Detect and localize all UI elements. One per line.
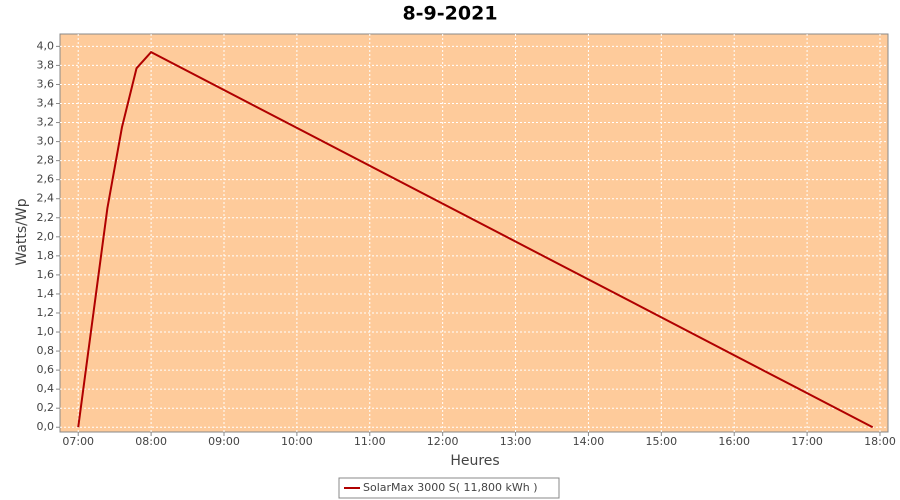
y-tick-label: 1,6 [37,268,55,281]
x-tick-label: 17:00 [791,435,823,448]
legend-box [338,477,560,499]
y-tick-label: 1,2 [37,306,55,319]
legend-label: SolarMax 3000 S( 11,800 kWh ) [363,481,538,494]
y-tick-label: 3,4 [37,97,55,110]
y-tick-label: 0,6 [37,363,55,376]
x-tick-label: 08:00 [135,435,167,448]
y-tick-label: 2,2 [37,211,55,224]
x-tick-label: 12:00 [427,435,459,448]
x-tick-label: 13:00 [500,435,532,448]
x-tick-label: 14:00 [573,435,605,448]
plot-area [59,33,889,433]
x-tick-label: 16:00 [718,435,750,448]
y-tick-label: 0,8 [37,344,55,357]
x-tick-label: 10:00 [281,435,313,448]
y-tick-label: 2,4 [37,192,55,205]
x-tick-label: 18:00 [864,435,896,448]
y-tick-label: 0,0 [37,420,55,433]
x-axis-label: Heures [450,453,499,469]
x-tick-label: 11:00 [354,435,386,448]
y-tick-label: 1,4 [37,287,55,300]
y-tick-label: 2,0 [37,230,55,243]
y-tick-label: 1,0 [37,325,55,338]
y-tick-label: 3,2 [37,116,55,129]
x-tick-label: 07:00 [62,435,94,448]
x-tick-label: 09:00 [208,435,240,448]
chart-title: 8-9-2021 [402,3,497,25]
y-tick-label: 0,4 [37,382,55,395]
y-tick-label: 0,2 [37,401,55,414]
y-axis-label: Watts/Wp [14,198,30,265]
y-tick-label: 3,8 [37,58,55,71]
y-tick-label: 1,8 [37,249,55,262]
series-line [77,50,874,429]
y-tick-label: 3,6 [37,77,55,90]
y-tick-label: 2,8 [37,154,55,167]
y-tick-label: 2,6 [37,173,55,186]
y-tick-label: 4,0 [37,39,55,52]
x-tick-label: 15:00 [645,435,677,448]
y-tick-label: 3,0 [37,135,55,148]
